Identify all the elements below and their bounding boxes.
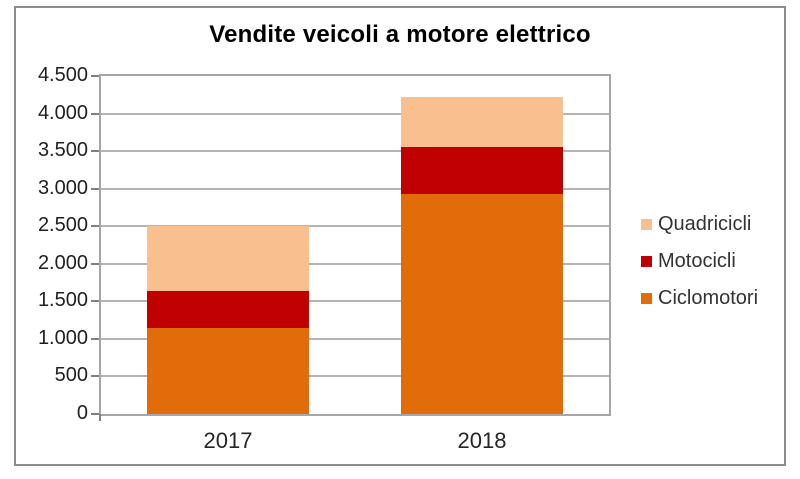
y-tick-label: 2.000 — [37, 251, 88, 274]
y-tick-mark — [91, 262, 99, 265]
y-tick-mark — [91, 112, 99, 115]
legend: Quadricicli Motocicli Ciclomotori — [641, 206, 758, 317]
plot-area — [99, 74, 611, 416]
gridline — [101, 150, 609, 153]
gridline-layer — [101, 76, 609, 414]
gridline — [101, 300, 609, 303]
chart-title: Vendite veicoli a motore elettrico — [209, 21, 591, 48]
y-tick-mark — [91, 413, 99, 415]
legend-row-quadricicli: Quadricicli — [641, 206, 758, 243]
axis-crossing-tick — [99, 414, 101, 421]
bar-segment-motocicli-2017 — [147, 290, 309, 329]
y-tick-mark — [91, 300, 99, 303]
y-tick-mark — [91, 150, 99, 153]
gridline — [101, 262, 609, 265]
gridline — [101, 375, 609, 378]
legend-row-motocicli: Motocicli — [641, 243, 758, 280]
gridline — [101, 337, 609, 340]
gridline — [101, 225, 609, 228]
y-tick-mark — [91, 75, 99, 77]
y-tick-label: 0 — [76, 402, 88, 424]
y-tick-label: 3.500 — [37, 139, 88, 162]
gridline — [101, 112, 609, 115]
bar-segment-quadricicli-2017 — [147, 226, 309, 291]
legend-label-quadricicli: Quadricicli — [658, 213, 752, 235]
gridline — [101, 187, 609, 190]
x-category-label-2018: 2018 — [457, 428, 507, 453]
y-tick-label: 4.500 — [37, 64, 88, 86]
y-tick-label: 2.500 — [37, 214, 88, 237]
legend-label-ciclomotori: Ciclomotori — [658, 287, 759, 309]
y-tick-label: 500 — [54, 364, 88, 387]
y-tick-mark — [91, 187, 99, 190]
y-tick-label: 4.000 — [37, 101, 88, 124]
x-category-label-2017: 2017 — [203, 428, 253, 453]
legend-swatch-quadricicli — [641, 219, 652, 230]
y-tick-mark — [91, 225, 99, 228]
legend-label-motocicli: Motocicli — [658, 250, 736, 272]
bar-segment-ciclomotori-2017 — [147, 328, 309, 414]
bar-segment-motocicli-2018 — [401, 147, 563, 194]
y-tick-label: 1.000 — [37, 326, 88, 349]
bar-segment-ciclomotori-2018 — [401, 193, 563, 414]
legend-row-ciclomotori: Ciclomotori — [641, 280, 758, 317]
bar-segment-quadricicli-2018 — [401, 96, 563, 147]
y-tick-mark — [91, 337, 99, 340]
chart-frame: Vendite veicoli a motore elettrico 0 500 1… — [14, 6, 786, 466]
bar-layer — [101, 76, 609, 414]
legend-swatch-ciclomotori — [641, 293, 652, 304]
y-tick-mark — [91, 375, 99, 378]
legend-swatch-motocicli — [641, 256, 652, 267]
y-tick-label: 1.500 — [37, 289, 88, 312]
y-tick-label: 3.000 — [37, 176, 88, 199]
